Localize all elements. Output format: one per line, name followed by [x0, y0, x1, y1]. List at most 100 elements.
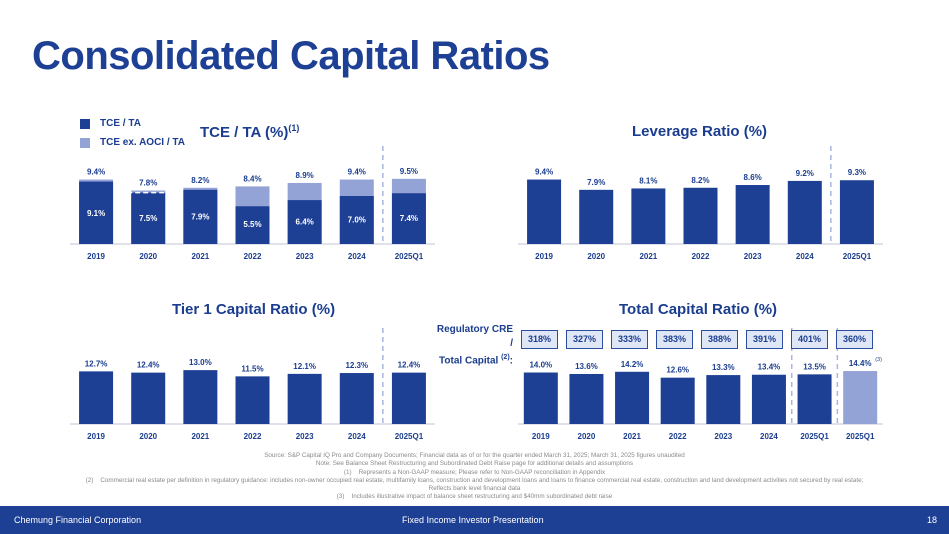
legend: TCE / TA TCE ex. AOCI / TA	[80, 116, 185, 154]
regulatory-cre-label: Regulatory CRE / Total Capital (2):	[433, 323, 513, 368]
tick-label: 2021	[191, 252, 209, 261]
bar	[79, 371, 114, 424]
data-label: 13.6%	[575, 362, 598, 371]
legend-swatch-tce-ex-aoci	[80, 137, 90, 148]
bar	[235, 376, 270, 424]
data-label: 12.7%	[85, 359, 108, 368]
regulatory-cre-label-colon: :	[509, 355, 513, 367]
tick-label: 2025Q1	[843, 252, 872, 261]
bar-tce	[131, 192, 166, 244]
data-label: 14.2%	[621, 360, 644, 369]
bar	[787, 180, 822, 244]
tick-label: 2021	[639, 252, 657, 261]
bar	[683, 187, 718, 244]
data-label: 13.0%	[189, 358, 212, 367]
tick-label: 2022	[692, 252, 710, 261]
data-label-note: (3)	[875, 357, 882, 363]
tce-chart-title-note: (1)	[288, 123, 300, 133]
bar	[797, 374, 832, 424]
data-label: 7.9%	[587, 178, 605, 187]
data-label-tce-ex-aoci: 9.4%	[87, 168, 105, 177]
bar	[751, 374, 786, 424]
bar	[339, 373, 374, 424]
data-label-tce-ex-aoci: 9.4%	[348, 168, 366, 177]
tick-label: 2021	[191, 432, 209, 441]
tick-label: 2023	[744, 252, 762, 261]
data-label-tce: 7.9%	[191, 213, 209, 222]
regulatory-cre-label-line1: Regulatory CRE /	[436, 324, 513, 349]
bar-tce	[391, 193, 426, 244]
tick-label: 2024	[796, 252, 814, 261]
bar	[706, 375, 741, 424]
footer-company: Chemung Financial Corporation	[14, 515, 142, 525]
data-label: 12.1%	[293, 362, 316, 371]
bar	[615, 371, 650, 424]
footnote-3: (3) Includes illustrative impact of bala…	[0, 493, 949, 501]
data-label: 13.3%	[712, 363, 735, 372]
data-label: 9.2%	[796, 169, 814, 178]
tier1-chart-title: Tier 1 Capital Ratio (%)	[172, 301, 336, 318]
legend-swatch-tce	[80, 118, 90, 129]
regulatory-cre-label-line2: Total Capital	[439, 355, 499, 367]
regulatory-box: 360%	[836, 330, 873, 349]
footnote-1-number: (1)	[343, 468, 352, 476]
regulatory-box: 327%	[566, 330, 603, 349]
regulatory-cre-label-note: (2)	[501, 354, 510, 361]
footnotes: Source: S&P Capital IQ Pro and Company D…	[0, 452, 949, 502]
total-capital-chart: 14.0% 2019 13.6% 2020 14.2% 2021 12.6% 2022 13.3…	[518, 328, 883, 441]
tick-label: 2020	[139, 252, 157, 261]
bar	[391, 372, 426, 424]
footnote-note: Note: See Balance Sheet Restructuring an…	[315, 460, 634, 468]
tick-label: 2019	[87, 252, 105, 261]
regulatory-box: 391%	[746, 330, 783, 349]
bar-tce	[339, 196, 374, 244]
bar	[631, 188, 666, 244]
tick-label: 2021	[623, 432, 641, 441]
data-label: 8.1%	[639, 176, 657, 185]
footnote-2-text: Commercial real estate per definition in…	[100, 476, 864, 484]
bar	[579, 189, 614, 244]
data-label: 12.4%	[398, 361, 421, 370]
tick-label: 2022	[244, 252, 262, 261]
regulatory-box: 333%	[611, 330, 648, 349]
bar	[569, 373, 604, 424]
data-label-tce-ex-aoci: 8.2%	[191, 176, 209, 185]
tce-chart-title: TCE / TA (%)(1)	[200, 123, 299, 141]
total-capital-chart-title: Total Capital Ratio (%)	[619, 301, 778, 318]
footnote-3-number: (3)	[336, 493, 345, 501]
tick-label: 2020	[587, 252, 605, 261]
data-label-tce-ex-aoci: 8.4%	[243, 174, 261, 183]
tick-label: 2022	[244, 432, 262, 441]
data-label: 13.4%	[758, 363, 781, 372]
footer-page-number: 18	[927, 515, 938, 525]
footnote-1-text: Represents a Non-GAAP measure; Please re…	[358, 468, 606, 476]
legend-label-tce-ex-aoci: TCE ex. AOCI / TA	[100, 137, 186, 148]
bar-tce	[79, 181, 114, 244]
data-label: 11.5%	[241, 364, 263, 373]
footer-presentation: Fixed Income Investor Presentation	[402, 515, 544, 525]
data-label-tce: 5.5%	[243, 220, 261, 229]
data-label: 12.4%	[137, 361, 160, 370]
data-label: 12.3%	[345, 361, 368, 370]
bar	[735, 185, 770, 244]
data-label-tce: 9.1%	[87, 209, 105, 218]
leverage-chart-title: Leverage Ratio (%)	[632, 123, 768, 140]
bar	[131, 372, 166, 424]
footnote-2-number: (2)	[85, 476, 94, 484]
regulatory-box: 401%	[791, 330, 828, 349]
data-label-tce-ex-aoci: 7.8%	[139, 179, 157, 188]
footer-bar: Chemung Financial Corporation Fixed Inco…	[0, 506, 949, 534]
data-label-tce: 6.4%	[296, 217, 314, 226]
data-label-tce-ex-aoci: 9.5%	[400, 167, 418, 176]
footnote-1: (1) Represents a Non-GAAP measure; Pleas…	[0, 469, 949, 477]
page-title: Consolidated Capital Ratios	[32, 34, 550, 78]
tick-label: 2023	[714, 432, 732, 441]
tick-label: 2019	[535, 252, 553, 261]
data-label: 8.2%	[691, 176, 709, 185]
tick-label: 2023	[296, 252, 314, 261]
tick-label: 2020	[139, 432, 157, 441]
tce-chart-title-text: TCE / TA (%)	[200, 124, 289, 141]
tick-label: 2025Q1	[800, 432, 829, 441]
data-label: 14.0%	[529, 361, 552, 370]
legend-item-tce-ex-aoci: TCE ex. AOCI / TA	[80, 135, 185, 150]
